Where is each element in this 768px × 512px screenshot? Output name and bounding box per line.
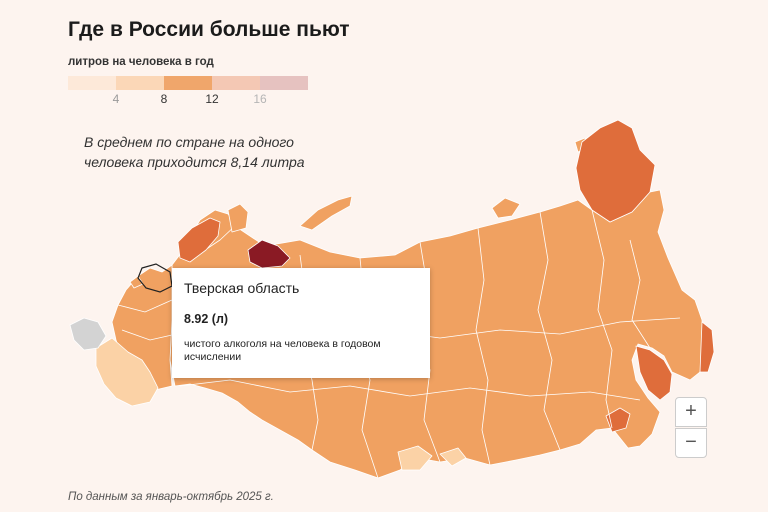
map-tyva-region[interactable] xyxy=(439,447,467,467)
tooltip-region-name: Тверская область xyxy=(184,280,300,296)
map-kamchatka-coast[interactable] xyxy=(699,321,715,373)
map-south-regions[interactable] xyxy=(95,337,159,407)
legend-bin-5 xyxy=(260,76,308,90)
map-arkhangelsk-north[interactable] xyxy=(227,203,249,233)
legend-bin-1 xyxy=(68,76,116,90)
map-severnaya-zemlya[interactable] xyxy=(491,197,521,219)
map-sakhalin[interactable] xyxy=(635,345,673,401)
average-note: В среднем по стране на одного человека п… xyxy=(84,134,305,170)
zoom-out-button[interactable]: − xyxy=(675,428,707,458)
tooltip-description: чистого алкоголя на человека в годовом и… xyxy=(184,338,381,363)
legend-tick-label: 4 xyxy=(112,92,120,106)
tooltip-value: 8.92 (л) xyxy=(184,312,229,326)
region-tooltip: Тверская область 8.92 (л) чистого алкого… xyxy=(172,268,430,378)
map-main-territory[interactable] xyxy=(169,189,705,479)
data-source-note: По данным за январь-октябрь 2025 г. xyxy=(68,491,274,503)
map-tver-region-highlight[interactable] xyxy=(137,263,173,293)
map-novaya-zemlya[interactable] xyxy=(299,195,353,231)
legend-bin-2 xyxy=(116,76,164,90)
map-jewish-autonomous-region[interactable] xyxy=(605,407,631,433)
legend-color-scale xyxy=(68,76,308,90)
legend-title: литров на человека в год xyxy=(68,56,214,68)
legend-bin-4 xyxy=(212,76,260,90)
zoom-in-button[interactable]: + xyxy=(675,397,707,427)
map-nenets-region[interactable] xyxy=(247,239,291,269)
legend-tick-label: 12 xyxy=(205,92,219,106)
map-karelia[interactable] xyxy=(177,217,221,263)
map-chukotka[interactable] xyxy=(575,119,656,223)
legend-tick-label: 8 xyxy=(160,92,168,106)
map-altai-region[interactable] xyxy=(397,445,433,471)
legend-tick-label: 16 xyxy=(253,92,267,106)
map-no-data-region[interactable] xyxy=(69,317,107,351)
legend-bin-3 xyxy=(164,76,212,90)
page-title: Где в России больше пьют xyxy=(68,18,350,41)
